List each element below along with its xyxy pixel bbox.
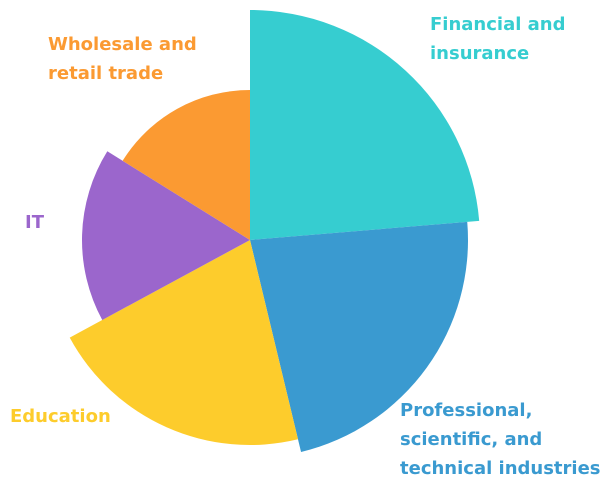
category-label: Wholesale and retail trade [48, 34, 197, 84]
category-label: IT [25, 212, 44, 233]
wedge [69, 240, 298, 445]
category-label: Financial and insurance [430, 14, 566, 64]
category-label: Professional, scientific, and technical … [400, 400, 601, 479]
wedge [250, 221, 468, 452]
wedge [81, 151, 250, 320]
wedge [250, 10, 480, 240]
wedge [122, 90, 250, 240]
category-label: Education [10, 406, 111, 427]
